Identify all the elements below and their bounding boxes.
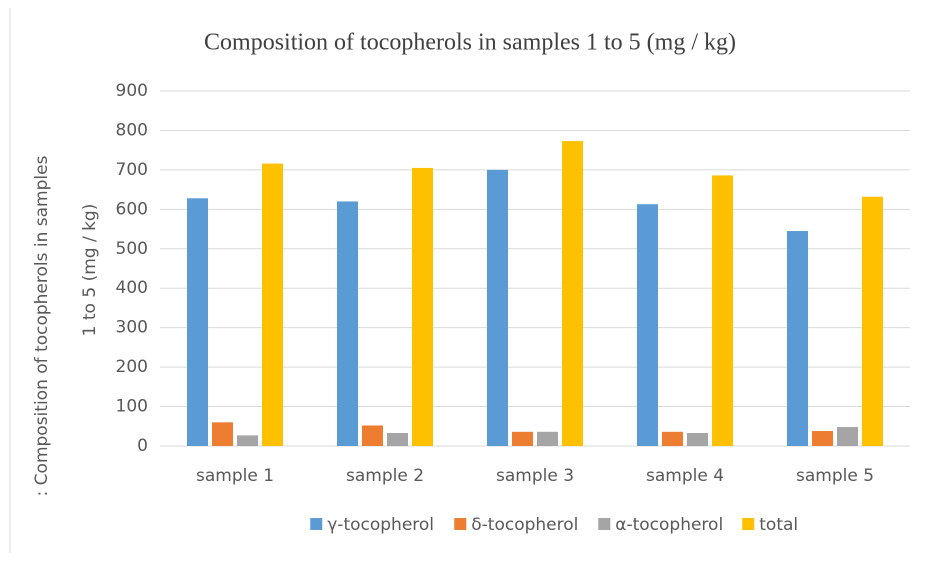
bar [187,198,208,446]
legend-swatch [598,518,611,530]
bar [512,431,533,446]
x-tick-label: sample 4 [646,466,724,486]
y-axis-label: : Composition of tocopherols in samples [32,155,52,496]
bar [337,201,358,446]
y-tick-label: 700 [116,160,148,180]
bar [812,431,833,446]
bar [687,432,708,446]
bar [412,167,433,446]
bar [862,196,883,446]
bar [262,163,283,447]
bar [562,141,583,446]
bar [662,431,683,446]
bar [537,431,558,446]
legend-label: α-tocopherol [615,515,723,535]
legend-swatch [742,518,755,530]
bar [212,422,233,446]
x-tick-label: sample 1 [196,466,274,486]
y-tick-label: 200 [116,357,148,377]
legend-label: total [759,515,798,535]
bar [237,435,258,446]
bar [837,427,858,446]
chart-title: Composition of tocopherols in samples 1 … [204,30,736,56]
y-tick-label: 800 [116,120,148,140]
y-tick-label: 100 [116,397,148,417]
y-tick-label: 900 [116,81,148,101]
x-tick-label: sample 2 [346,466,424,486]
legend-swatch [310,518,323,530]
y-tick-label: 400 [116,278,148,298]
x-tick-label: sample 5 [796,466,874,486]
y-axis-label: 1 to 5 (mg / kg) [80,204,100,337]
legend-label: δ-tocopherol [471,515,578,535]
y-tick-label: 500 [116,239,148,259]
bar [362,425,383,446]
x-tick-label: sample 3 [496,466,574,486]
bar [712,175,733,446]
legend-label: γ-tocopherol [327,515,434,535]
y-tick-label: 0 [137,436,148,456]
bar [637,204,658,446]
bar [787,231,808,446]
y-tick-label: 300 [116,318,148,338]
bar [387,432,408,446]
y-tick-label: 600 [116,199,148,219]
bar [487,169,508,446]
legend-swatch [454,518,467,530]
